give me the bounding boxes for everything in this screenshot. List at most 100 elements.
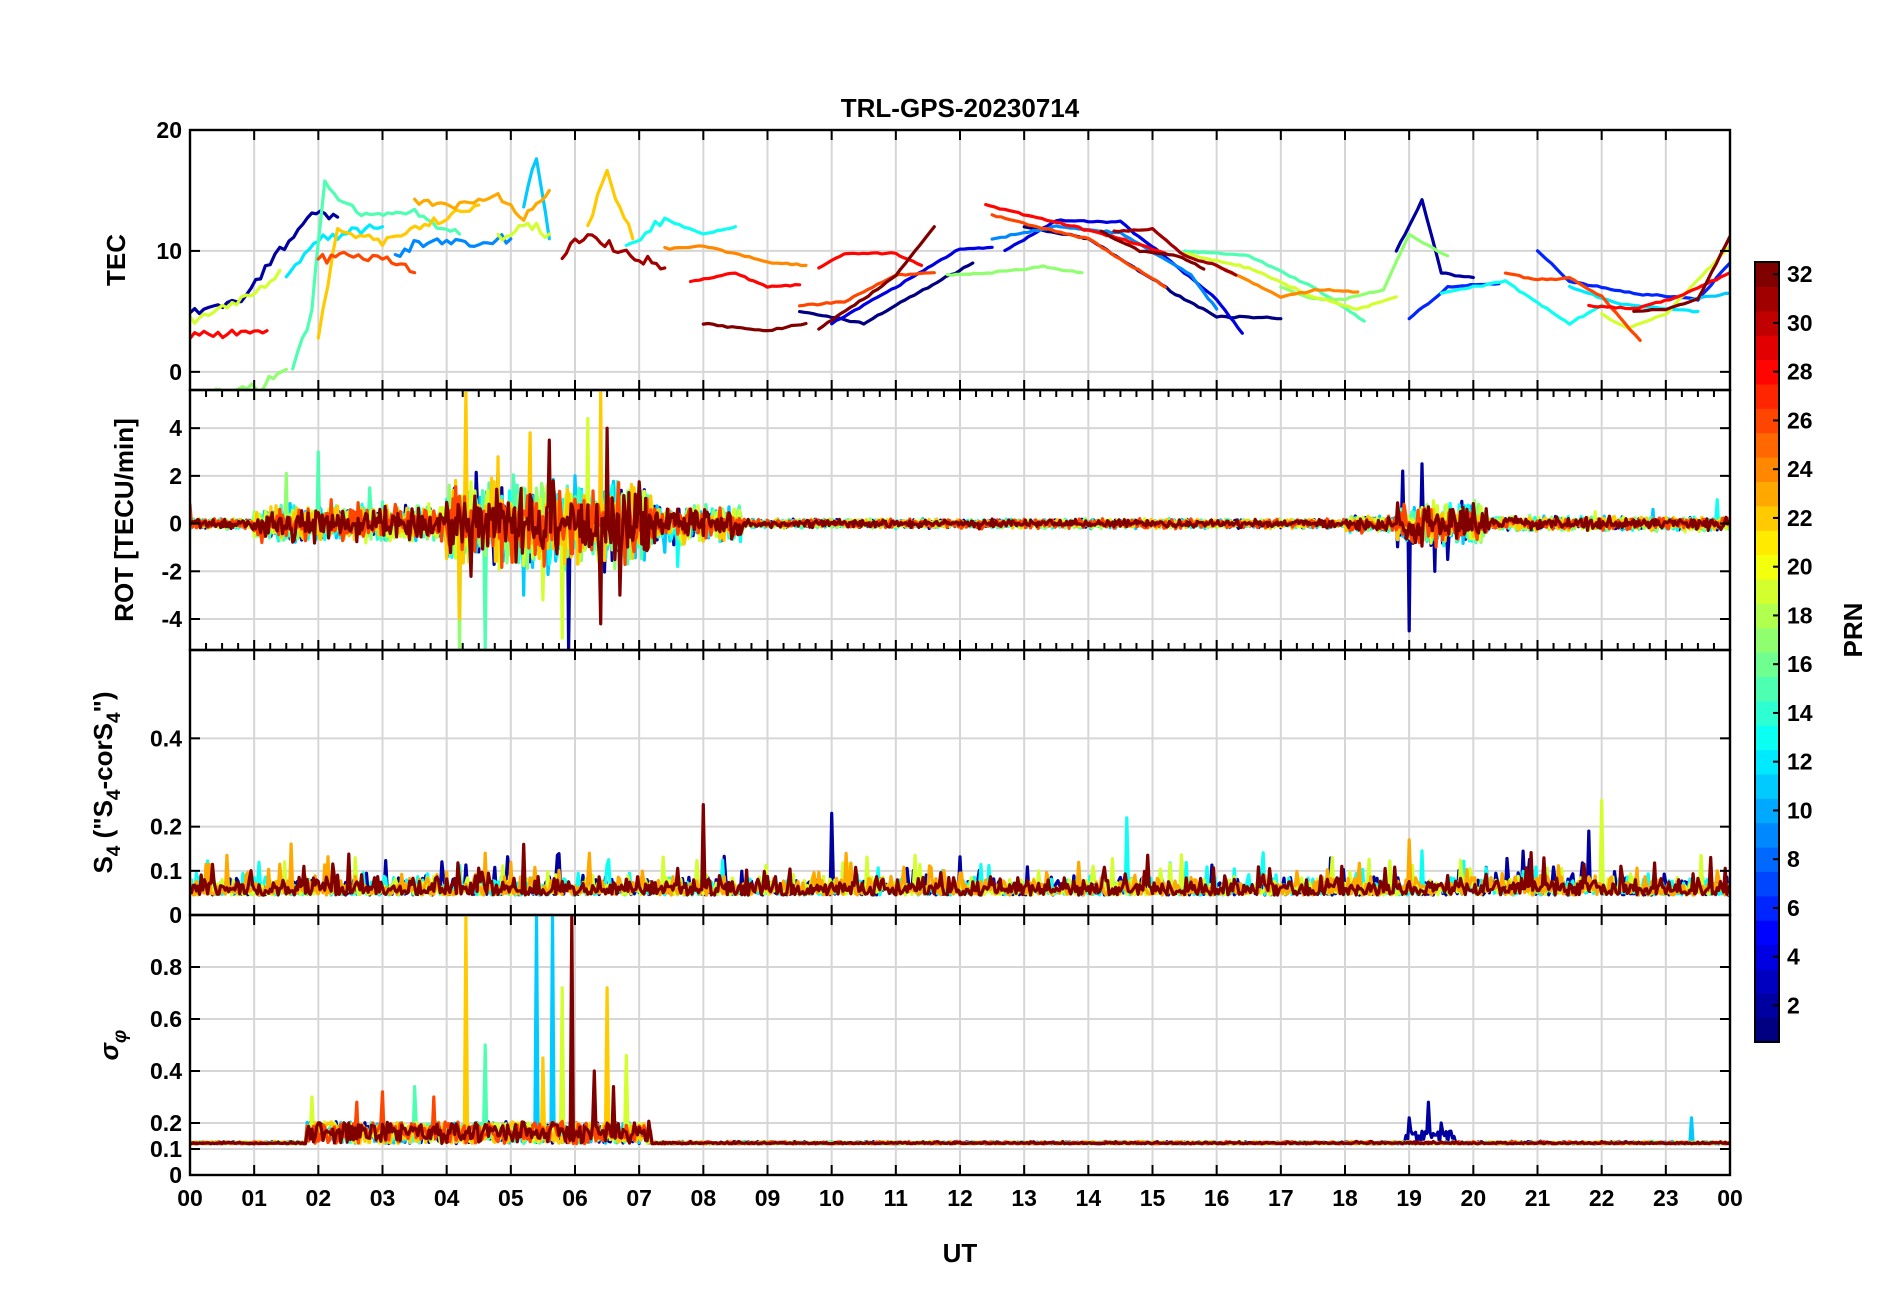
tec-trace-prn-24: [1215, 264, 1360, 299]
y-axis-label-tec: TEC: [101, 234, 131, 286]
colorbar-tick-label: 10: [1787, 797, 1813, 823]
y-tick-label: 0.1: [150, 858, 182, 884]
x-tick-label: 05: [498, 1185, 524, 1211]
tec-trace-prn-32: [701, 321, 808, 333]
y-tick-label: 0: [169, 359, 182, 385]
tec-trace-prn-28: [190, 328, 269, 340]
colorbar-swatch: [1755, 773, 1779, 799]
colorbar-swatch: [1755, 871, 1779, 897]
chart-title: TRL-GPS-20230714: [841, 93, 1080, 123]
x-tick-label: 23: [1653, 1185, 1679, 1211]
colorbar-swatch: [1755, 725, 1779, 751]
colorbar-swatch: [1755, 578, 1779, 604]
tec-trace-prn-22: [586, 168, 635, 241]
x-tick-label: 13: [1011, 1185, 1037, 1211]
colorbar-tick-label: 26: [1787, 407, 1813, 433]
tec-trace-prn-32: [1099, 229, 1206, 271]
colorbar-swatch: [1755, 968, 1779, 994]
x-tick-label: 04: [434, 1185, 460, 1211]
y-tick-label: -2: [162, 558, 182, 584]
colorbar-tick-label: 24: [1787, 456, 1813, 482]
tec-trace-prn-13: [624, 216, 738, 247]
y-tick-label: 0.2: [150, 814, 182, 840]
tec-trace-prn-19: [1600, 244, 1730, 330]
y-tick-label: 2: [169, 463, 182, 489]
colorbar-tick-label: 20: [1787, 554, 1813, 580]
x-tick-label: 22: [1589, 1185, 1615, 1211]
colorbar-tick-label: 6: [1787, 895, 1800, 921]
colorbar-swatch: [1755, 481, 1779, 507]
colorbar-tick-label: 14: [1787, 700, 1813, 726]
x-tick-label: 00: [177, 1185, 203, 1211]
tec-trace-prn-2: [1394, 198, 1475, 280]
colorbar-tick-label: 30: [1787, 310, 1813, 336]
panel-s4: 0 0.1 0.2 0.4 S4 ("S4-corS4"): [88, 648, 1732, 928]
panel-rot-data: [190, 390, 1730, 650]
tec-trace-prn-31: [560, 233, 667, 271]
x-tick-label: 20: [1461, 1185, 1487, 1211]
x-tick-label: 18: [1332, 1185, 1358, 1211]
y-tick-label: 0.6: [150, 1006, 182, 1032]
tec-trace-prn-26: [990, 213, 1167, 289]
panel-rot: -4 -2 0 2 4 ROT [TECU/min]: [109, 388, 1732, 652]
tec-trace-prn-12: [1567, 284, 1700, 314]
tec-trace-prn-2: [190, 209, 340, 316]
panel-s4-data: [190, 798, 1730, 897]
x-tick-label: 09: [755, 1185, 781, 1211]
sigma-trace-prn-32: [190, 915, 1730, 1146]
y-tick-label: 20: [156, 117, 182, 143]
y-tick-label: 0: [169, 902, 182, 928]
colorbar-tick-label: 16: [1787, 651, 1813, 677]
y-axis-label-sigma: σφ: [94, 1030, 131, 1061]
tec-trace-prn-28: [817, 251, 924, 270]
x-tick-label: 14: [1076, 1185, 1102, 1211]
colorbar-swatch: [1755, 627, 1779, 653]
x-tick-label: 00: [1717, 1185, 1743, 1211]
tec-trace-prn-31: [1112, 227, 1238, 277]
y-tick-label: 4: [169, 415, 182, 441]
x-tick-label: 07: [626, 1185, 652, 1211]
tec-trace-prn-28: [688, 271, 802, 289]
colorbar-tick-label: 2: [1787, 992, 1800, 1018]
tec-trace-prn-26: [797, 271, 936, 308]
tec-trace-prn-26: [1503, 271, 1642, 342]
tec-trace-prn-9: [393, 233, 513, 258]
colorbar-tick-label: 32: [1787, 261, 1813, 287]
tec-trace-prn-1: [797, 261, 975, 326]
y-tick-label: 0: [169, 1162, 182, 1188]
x-tick-label: 02: [306, 1185, 332, 1211]
colorbar-swatch: [1755, 383, 1779, 409]
panel-sigma: 00.10.2 0.4 0.6 0.8 σφ: [94, 913, 1732, 1188]
colorbar-swatch: [1755, 822, 1779, 848]
y-tick-label: 0.4: [150, 1058, 182, 1084]
colorbar-swatch: [1755, 676, 1779, 702]
colorbar-swatch: [1755, 432, 1779, 458]
x-tick-label: 12: [947, 1185, 973, 1211]
tec-trace-prn-24: [663, 244, 808, 268]
y-tick-label: 0.2: [150, 1110, 182, 1136]
x-tick-label: 16: [1204, 1185, 1230, 1211]
x-tick-label: 03: [370, 1185, 396, 1211]
x-tick-label: 21: [1525, 1185, 1551, 1211]
x-tick-label: 11: [884, 1185, 909, 1211]
x-axis-label: UT: [943, 1238, 978, 1268]
colorbar-label: PRN: [1838, 603, 1868, 658]
colorbar-tick-label: 18: [1787, 602, 1813, 628]
colorbar-tick-label: 22: [1787, 505, 1813, 531]
panel-sigma-data: [190, 915, 1730, 1146]
panel-tec: 0 10 20 TEC: [101, 117, 1732, 392]
tec-trace-prn-11: [522, 157, 551, 241]
colorbar-tick-label: 4: [1787, 944, 1800, 970]
panel-tec-data: [190, 157, 1730, 390]
tec-trace-prn-17: [1279, 232, 1450, 302]
colorbar-swatch: [1755, 920, 1779, 946]
colorbar-swatch: [1755, 335, 1779, 361]
tec-trace-prn-19: [1182, 252, 1398, 311]
x-tick-label: 06: [562, 1185, 588, 1211]
colorbar-swatch: [1755, 530, 1779, 556]
y-tick-label: 10: [156, 238, 182, 264]
rot-trace-prn-32: [190, 426, 1730, 626]
